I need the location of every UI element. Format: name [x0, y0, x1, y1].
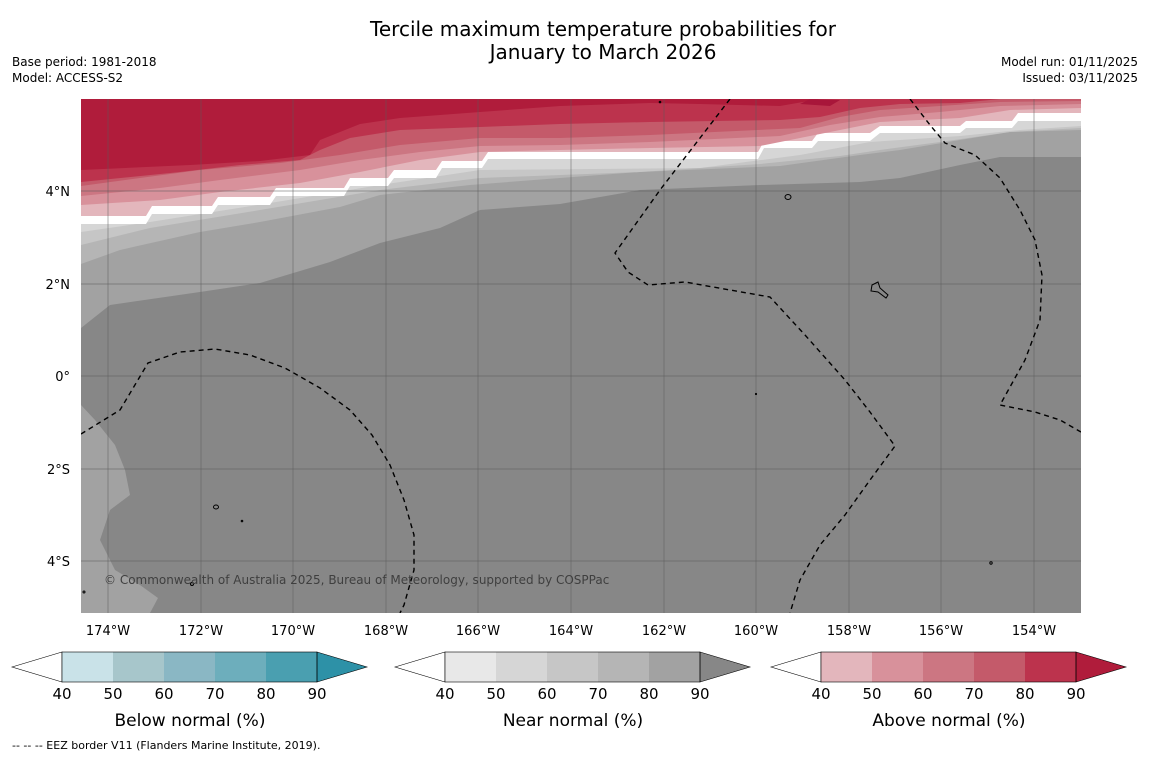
lat-label: 4°S: [47, 555, 70, 570]
meta-right: Model run: 01/11/2025 Issued: 03/11/2025: [1001, 54, 1138, 86]
lon-label: 156°W: [919, 624, 963, 639]
lon-label: 154°W: [1012, 624, 1056, 639]
island-outline: [989, 561, 993, 565]
legend-swatch: [649, 652, 700, 682]
eez-footnote: -- -- -- EEZ border V11 (Flanders Marine…: [12, 739, 321, 752]
legend-swatch: [445, 652, 496, 682]
gridlines: [81, 99, 1081, 613]
legend-tick: 70: [588, 685, 607, 703]
legend-tick: 50: [486, 685, 505, 703]
legend-swatch: [62, 652, 113, 682]
legend-swatch: [1075, 651, 1128, 683]
legend-tick: 80: [639, 685, 658, 703]
eez-border-central: [614, 99, 896, 613]
legend-swatch: [699, 651, 752, 683]
lon-label: 168°W: [364, 624, 408, 639]
legend-title: Below normal (%): [115, 711, 266, 731]
lon-label: 172°W: [179, 624, 223, 639]
island-outline: [784, 194, 792, 200]
lon-label: 158°W: [827, 624, 871, 639]
legend-tick: 80: [1015, 685, 1034, 703]
island-outline: [658, 100, 662, 104]
latitude-labels: 4°N 2°N 0° 2°S 4°S: [46, 185, 71, 570]
legend-swatch: [1025, 652, 1076, 682]
legend-frame: [444, 651, 701, 683]
legend-tick: 90: [690, 685, 709, 703]
map-plot-area: © Commonwealth of Australia 2025, Bureau…: [81, 99, 1081, 613]
lat-label: 2°N: [46, 278, 71, 293]
lon-label: 160°W: [734, 624, 778, 639]
island-outline: [870, 281, 889, 299]
legend-tick: 40: [811, 685, 830, 703]
legend-tick: 40: [435, 685, 454, 703]
island-outline: [213, 504, 219, 510]
lat-label: 4°N: [46, 185, 71, 200]
issued-text: Issued: 03/11/2025: [1022, 71, 1138, 85]
legend-tick: 70: [205, 685, 224, 703]
legend-title: Above normal (%): [872, 711, 1025, 731]
legend-near-normal: 40 50 60 70 80 90 Near normal (%): [393, 651, 752, 731]
legend-tick: 60: [537, 685, 556, 703]
legend-tick: 90: [1066, 685, 1085, 703]
copyright-text: © Commonwealth of Australia 2025, Bureau…: [104, 573, 609, 587]
island-outline: [82, 590, 86, 594]
legend-tick: 60: [913, 685, 932, 703]
legend-swatch: [872, 652, 923, 682]
model-run-text: Model run: 01/11/2025: [1000, 55, 1138, 69]
lat-label: 2°S: [47, 463, 70, 478]
legend-swatch: [215, 652, 266, 682]
legend-tick: 70: [964, 685, 983, 703]
above-normal-peak: [800, 99, 840, 106]
legend-swatch: [316, 651, 369, 683]
legend-swatch: [547, 652, 598, 682]
above-normal-90-band: [81, 99, 820, 170]
lon-label: 162°W: [642, 624, 686, 639]
legend-above-normal: 40 50 60 70 80 90 Above normal (%): [769, 651, 1128, 731]
eez-border-east: [909, 99, 1081, 433]
legend-swatch: [496, 652, 547, 682]
lon-label: 164°W: [549, 624, 593, 639]
lon-label: 166°W: [456, 624, 500, 639]
legend-tick: 50: [862, 685, 881, 703]
meta-left: Base period: 1981-2018 Model: ACCESS-S2: [12, 54, 157, 86]
chart-title: Tercile maximum temperature probabilitie…: [0, 18, 1150, 64]
legend-title: Near normal (%): [503, 711, 643, 731]
legend-swatch: [393, 651, 446, 683]
base-period-text: Base period: 1981-2018: [12, 55, 157, 69]
longitude-labels: 174°W 172°W 170°W 168°W 166°W 164°W 162°…: [86, 624, 1056, 639]
legend-swatch: [10, 651, 63, 683]
legend-tick: 60: [154, 685, 173, 703]
legend-swatch: [598, 652, 649, 682]
legend-swatch: [164, 652, 215, 682]
legend-swatch: [974, 652, 1025, 682]
legend-swatch: [923, 652, 974, 682]
legend-tick: 40: [52, 685, 71, 703]
island-outline: [190, 582, 194, 586]
title-line-2: January to March 2026: [489, 40, 717, 64]
legend-swatch: [769, 651, 822, 683]
eez-borders: [81, 99, 1081, 613]
legend-below-normal: 40 50 60 70 80 90 Below normal (%): [10, 651, 369, 731]
lon-label: 170°W: [271, 624, 315, 639]
legend-swatch: [821, 652, 872, 682]
legend-tick: 50: [103, 685, 122, 703]
title-line-1: Tercile maximum temperature probabilitie…: [370, 17, 836, 41]
model-text: Model: ACCESS-S2: [12, 71, 124, 85]
legend-tick: 90: [307, 685, 326, 703]
legend-tick: 80: [256, 685, 275, 703]
legend-swatch: [266, 652, 317, 682]
legend-swatch: [113, 652, 164, 682]
eez-border-southwest: [81, 348, 415, 613]
islands: [82, 100, 993, 594]
island-outline: [240, 519, 244, 523]
legend-frame: [820, 651, 1077, 683]
island-outline: [754, 392, 758, 396]
legend-frame: [61, 651, 318, 683]
lat-label: 0°: [55, 370, 70, 385]
lon-label: 174°W: [86, 624, 130, 639]
